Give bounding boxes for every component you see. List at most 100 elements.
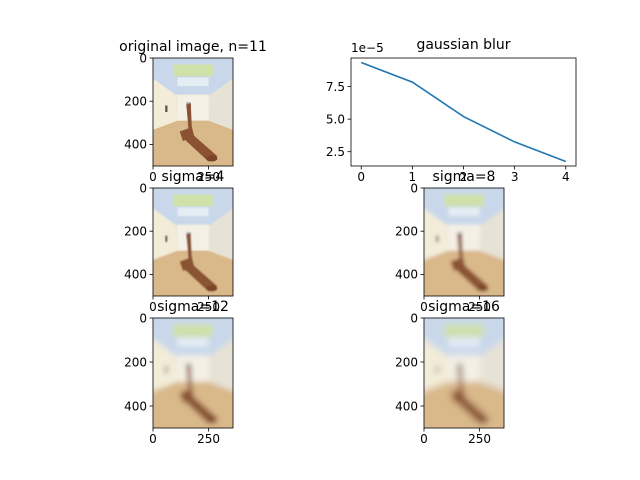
subplot-3: 0 250 0 200 400 sigma=8 (395, 169, 505, 314)
sculpture-end (206, 155, 218, 162)
sculpture-lower (184, 265, 218, 292)
x-tick-label: 3 (511, 170, 519, 184)
image-area (153, 58, 233, 166)
subplot-title: sigma=4 (162, 169, 225, 185)
subplot-title: gaussian blur (416, 37, 510, 53)
back-wall (448, 224, 480, 251)
x-tick-label: 250 (468, 432, 491, 446)
back-wall (177, 94, 209, 121)
sculpture-middle (450, 257, 466, 272)
image-area (424, 318, 504, 428)
back-wall (448, 355, 480, 382)
skylight-lower (448, 207, 480, 217)
y-tick-label: 200 (124, 355, 147, 369)
gallery-photo (153, 188, 233, 296)
right-wall (208, 208, 233, 260)
x-tick-label: 250 (468, 300, 491, 314)
x-tick-label: 4 (562, 170, 570, 184)
y-tick-label: 0 (139, 181, 147, 195)
y-tick-label: 400 (124, 268, 147, 282)
y-tick-label: 400 (124, 138, 147, 152)
image-area (424, 188, 504, 296)
left-wall (424, 208, 449, 260)
gallery-photo (424, 188, 504, 296)
sculpture-middle (450, 388, 466, 403)
x-tick-label: 0 (149, 300, 157, 314)
skylight (444, 324, 484, 337)
x-tick-label: 250 (197, 170, 220, 184)
offset-text: 1e−5 (351, 41, 384, 55)
subplot-title: sigma=16 (428, 299, 500, 315)
wall-piece (165, 105, 168, 112)
x-tick-label: 0 (149, 432, 157, 446)
sculpture-lower (184, 397, 218, 424)
y-tick-label: 400 (395, 268, 418, 282)
y-tick-label: 0 (410, 311, 418, 325)
y-tick-label: 0 (410, 181, 418, 195)
left-wall (153, 78, 178, 130)
skylight (173, 64, 213, 77)
right-wall (208, 338, 233, 392)
y-tick-label: 0 (139, 311, 147, 325)
wall-piece (165, 366, 168, 373)
subplot-title: original image, n=11 (119, 39, 267, 55)
sculpture-lower (184, 135, 218, 162)
skylight-lower (448, 337, 480, 347)
axes-frame (152, 57, 234, 167)
sculpture-end (206, 417, 218, 424)
sculpture-end (477, 417, 489, 424)
left-wall (424, 338, 449, 392)
y-tick-label: 2.5 (326, 145, 345, 159)
wall-piece (165, 235, 168, 242)
x-tick-label: 0 (149, 170, 157, 184)
sculpture-lower (455, 265, 489, 292)
subplot-title: sigma=8 (433, 169, 496, 185)
sculpture-end (206, 285, 218, 292)
x-tick-label: 2 (460, 170, 468, 184)
y-tick-label: 200 (124, 225, 147, 239)
y-tick-label: 200 (395, 355, 418, 369)
sculpture-middle (179, 257, 195, 272)
gallery-photo (153, 58, 233, 166)
skylight (173, 194, 213, 207)
skylight (444, 194, 484, 207)
gallery-photo (424, 318, 504, 428)
subplot-5: 0 250 0 200 400 sigma=16 (395, 299, 505, 446)
skylight-lower (177, 77, 209, 87)
right-wall (479, 208, 504, 260)
axes-frame (152, 317, 234, 429)
image-area (153, 318, 233, 428)
x-tick-label: 0 (357, 170, 365, 184)
image-area (153, 188, 233, 296)
back-wall (177, 224, 209, 251)
left-wall (153, 338, 178, 392)
x-tick-label: 1 (409, 170, 417, 184)
right-wall (479, 338, 504, 392)
sculpture-upper (186, 103, 192, 131)
y-tick-label: 400 (395, 399, 418, 413)
subplot-1: 0 1 2 3 4 2.5 5.0 7.5 1e−5 gaussian blur (326, 37, 577, 184)
sculpture-middle (179, 388, 195, 403)
axes-frame (152, 187, 234, 297)
sculpture-middle (179, 127, 195, 142)
wall-piece (436, 366, 439, 373)
y-tick-label: 0 (139, 51, 147, 65)
x-tick-label: 250 (197, 300, 220, 314)
x-tick-label: 0 (420, 300, 428, 314)
skylight-lower (177, 207, 209, 217)
skylight (173, 324, 213, 337)
subplot-4: 0 250 0 200 400 sigma=12 (124, 299, 234, 446)
axes-frame (423, 317, 505, 429)
left-wall (153, 208, 178, 260)
sculpture-lower (455, 397, 489, 424)
skylight-lower (177, 337, 209, 347)
gallery-photo (153, 318, 233, 428)
right-wall (208, 78, 233, 130)
sculpture-upper (457, 364, 463, 392)
axes-frame (423, 187, 505, 297)
back-wall (177, 355, 209, 382)
y-tick-label: 7.5 (326, 80, 345, 94)
